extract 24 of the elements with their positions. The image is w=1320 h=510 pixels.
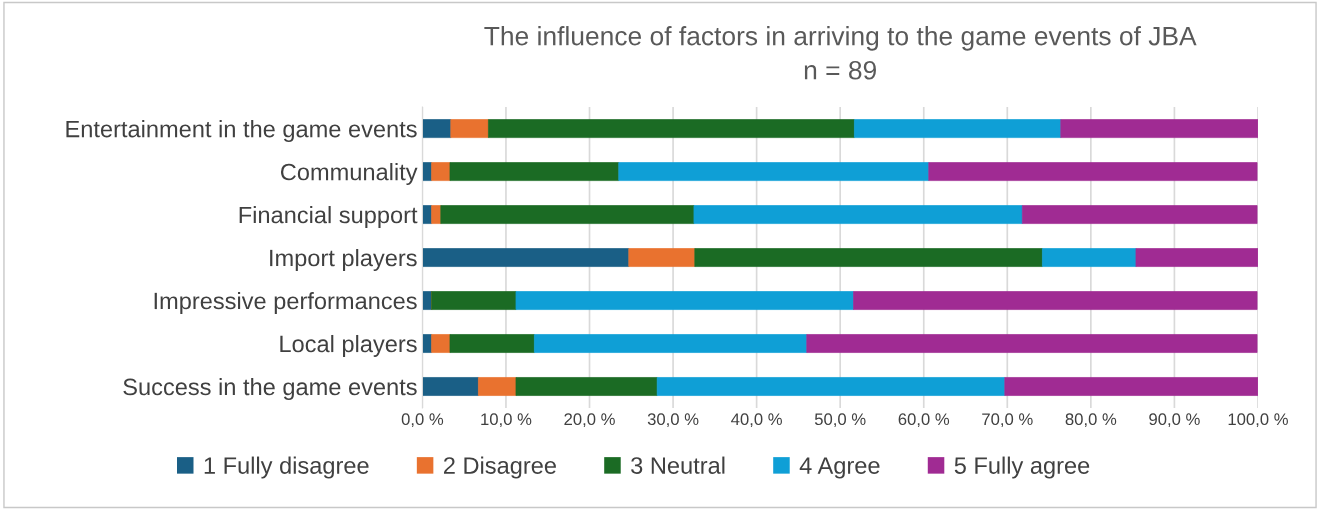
legend-label: 1 Fully disagree	[204, 456, 369, 479]
x-tick-label: 10,0 %	[481, 413, 532, 428]
x-tick-label: 90,0 %	[1149, 413, 1200, 428]
x-tick-label: 80,0 %	[1065, 413, 1117, 428]
x-tick-label: 40,0 %	[731, 413, 782, 428]
legend-label: 4 Agree	[799, 457, 880, 479]
y-tick-label: Entertainment in the game events	[66, 120, 417, 143]
y-tick-label: Success in the game events	[123, 377, 417, 400]
x-tick-label: 20,0 %	[564, 413, 615, 428]
y-tick-label: Import players	[270, 248, 417, 271]
y-tick-label: Communality	[280, 163, 418, 186]
y-tick-label: Impressive performances	[154, 291, 417, 314]
y-tick-label: Local players	[280, 334, 417, 357]
x-tick-label: 100,0 %	[1228, 413, 1288, 428]
x-tick-label: 0,0 %	[401, 413, 444, 428]
legend-label: 2 Disagree	[443, 456, 556, 479]
x-tick-label: 50,0 %	[814, 413, 866, 428]
y-tick-label: Financial support	[239, 206, 418, 229]
x-tick-label: 60,0 %	[898, 413, 950, 428]
x-tick-label: 70,0 %	[982, 413, 1033, 428]
legend-label: 3 Neutral	[631, 456, 725, 474]
chart-title: The influence of factors in arriving to the game events of JBA n = 89	[484, 26, 1197, 80]
legend-label: 5 Fully agree	[954, 456, 1090, 479]
x-tick-label: 30,0 %	[647, 413, 699, 428]
